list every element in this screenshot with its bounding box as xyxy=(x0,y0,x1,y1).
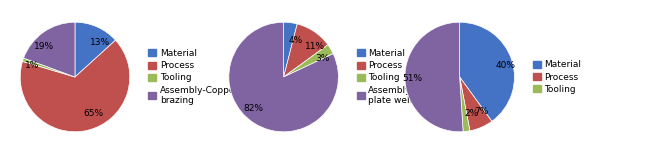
Wedge shape xyxy=(75,22,115,77)
Text: 65%: 65% xyxy=(83,109,104,118)
Text: 11%: 11% xyxy=(304,42,325,51)
Wedge shape xyxy=(23,22,75,77)
Wedge shape xyxy=(229,22,338,132)
Wedge shape xyxy=(284,45,333,77)
Wedge shape xyxy=(284,24,328,77)
Wedge shape xyxy=(405,22,463,132)
Wedge shape xyxy=(20,40,130,132)
Wedge shape xyxy=(460,22,514,121)
Legend: Material, Process, Tooling, Assembly-Copper
brazing: Material, Process, Tooling, Assembly-Cop… xyxy=(148,49,239,105)
Text: 3%: 3% xyxy=(316,54,330,63)
Wedge shape xyxy=(284,22,297,77)
Wedge shape xyxy=(22,58,75,77)
Wedge shape xyxy=(460,77,492,131)
Text: 2%: 2% xyxy=(464,109,479,118)
Legend: Material, Process, Tooling, Assembly-Hot-
plate welding: Material, Process, Tooling, Assembly-Hot… xyxy=(357,49,434,105)
Legend: Material, Process, Tooling: Material, Process, Tooling xyxy=(533,60,582,94)
Wedge shape xyxy=(460,77,470,132)
Text: 13%: 13% xyxy=(90,38,110,47)
Text: 51%: 51% xyxy=(402,74,422,83)
Text: 40%: 40% xyxy=(495,61,515,70)
Text: 4%: 4% xyxy=(288,36,303,45)
Text: 19%: 19% xyxy=(33,42,53,51)
Text: 1%: 1% xyxy=(25,61,40,70)
Text: 7%: 7% xyxy=(475,107,489,116)
Text: 82%: 82% xyxy=(244,104,263,113)
